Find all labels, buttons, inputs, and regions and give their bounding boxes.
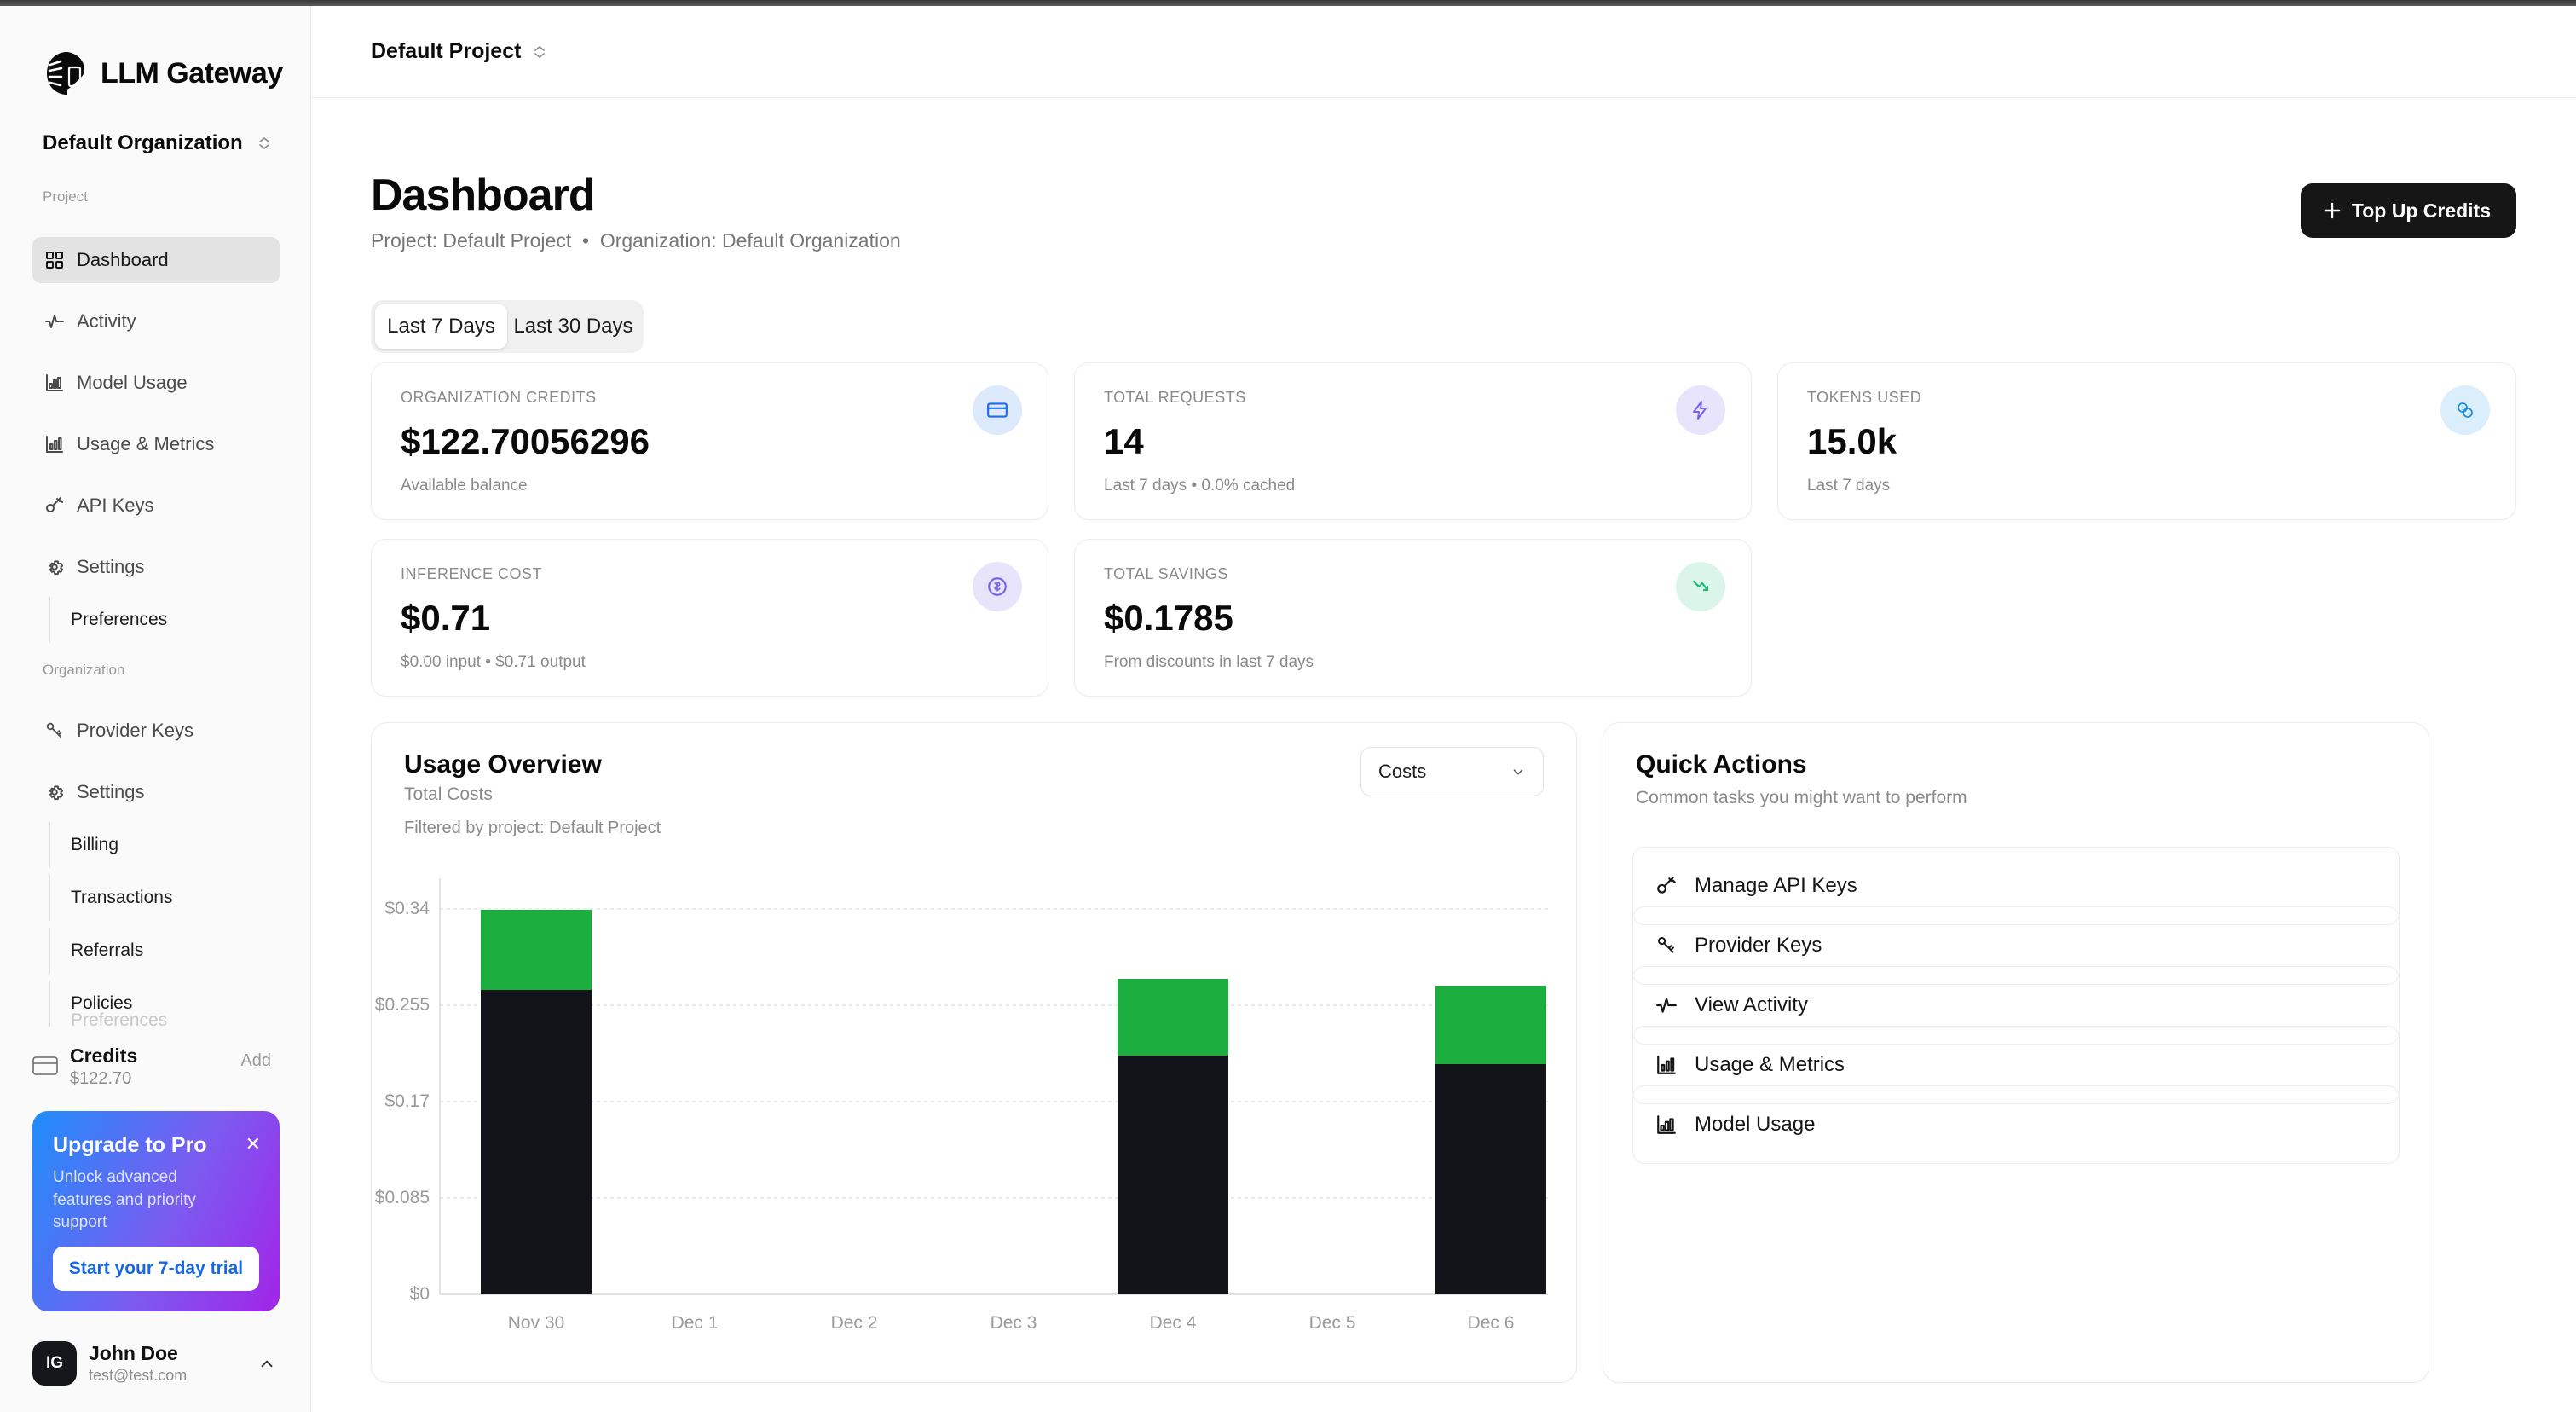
svg-text:$0: $0 (410, 1284, 430, 1304)
svg-text:$0.34: $0.34 (384, 899, 430, 918)
svg-text:Dec 6: Dec 6 (1468, 1313, 1515, 1333)
svg-text:Dec 4: Dec 4 (1150, 1313, 1197, 1333)
svg-text:Dec 1: Dec 1 (672, 1313, 719, 1333)
svg-text:$0.17: $0.17 (384, 1091, 430, 1111)
svg-text:$0.085: $0.085 (375, 1188, 430, 1207)
svg-text:Dec 2: Dec 2 (831, 1313, 878, 1333)
svg-text:Dec 5: Dec 5 (1309, 1313, 1356, 1333)
svg-text:Dec 3: Dec 3 (991, 1313, 1037, 1333)
svg-text:Nov 30: Nov 30 (508, 1313, 565, 1333)
svg-text:$0.255: $0.255 (375, 995, 430, 1015)
